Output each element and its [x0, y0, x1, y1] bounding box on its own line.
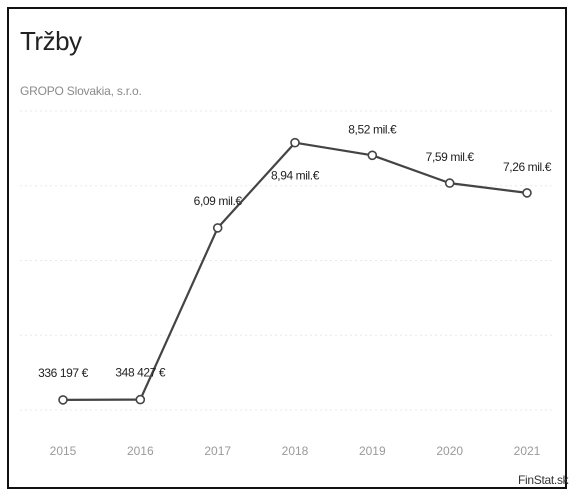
data-labels: 336 197 € 348 427 € 6,09 mil.€ 8,94 mil.€ 8,…: [38, 122, 552, 380]
chart-subtitle: GROPO Slovakia, s.r.o.: [20, 84, 142, 98]
data-point: [444, 178, 455, 188]
x-tick-label: 2020: [436, 444, 463, 458]
x-tick-label: 2021: [514, 444, 541, 458]
data-label: 8,52 mil.€: [348, 122, 397, 136]
data-label: 6,09 mil.€: [194, 194, 243, 208]
x-tick-label: 2016: [127, 444, 154, 458]
chart-frame: [7, 7, 567, 489]
x-tick-label: 2018: [282, 444, 309, 458]
x-tick-label: 2017: [204, 444, 231, 458]
data-markers: [58, 137, 532, 405]
data-point: [135, 394, 146, 405]
x-tick-label: 2019: [359, 444, 386, 458]
data-label: 7,59 mil.€: [426, 150, 475, 164]
source-credit: FinStat.sk: [518, 473, 569, 487]
data-point: [290, 137, 300, 148]
data-label: 336 197 €: [38, 366, 89, 380]
x-tick-label: 2015: [50, 444, 77, 458]
data-point: [58, 395, 68, 405]
x-axis-ticks: 2015 2016 2017 2018 2019 2020 2021: [50, 444, 541, 458]
grid-lines: [20, 110, 552, 411]
data-point: [522, 188, 532, 198]
data-label: 8,94 mil.€: [271, 169, 320, 183]
chart-title: Tržby: [20, 26, 82, 56]
data-point: [212, 223, 223, 233]
data-label: 348 427 €: [115, 366, 166, 380]
data-point: [367, 150, 378, 161]
data-label: 7,26 mil.€: [503, 160, 552, 174]
